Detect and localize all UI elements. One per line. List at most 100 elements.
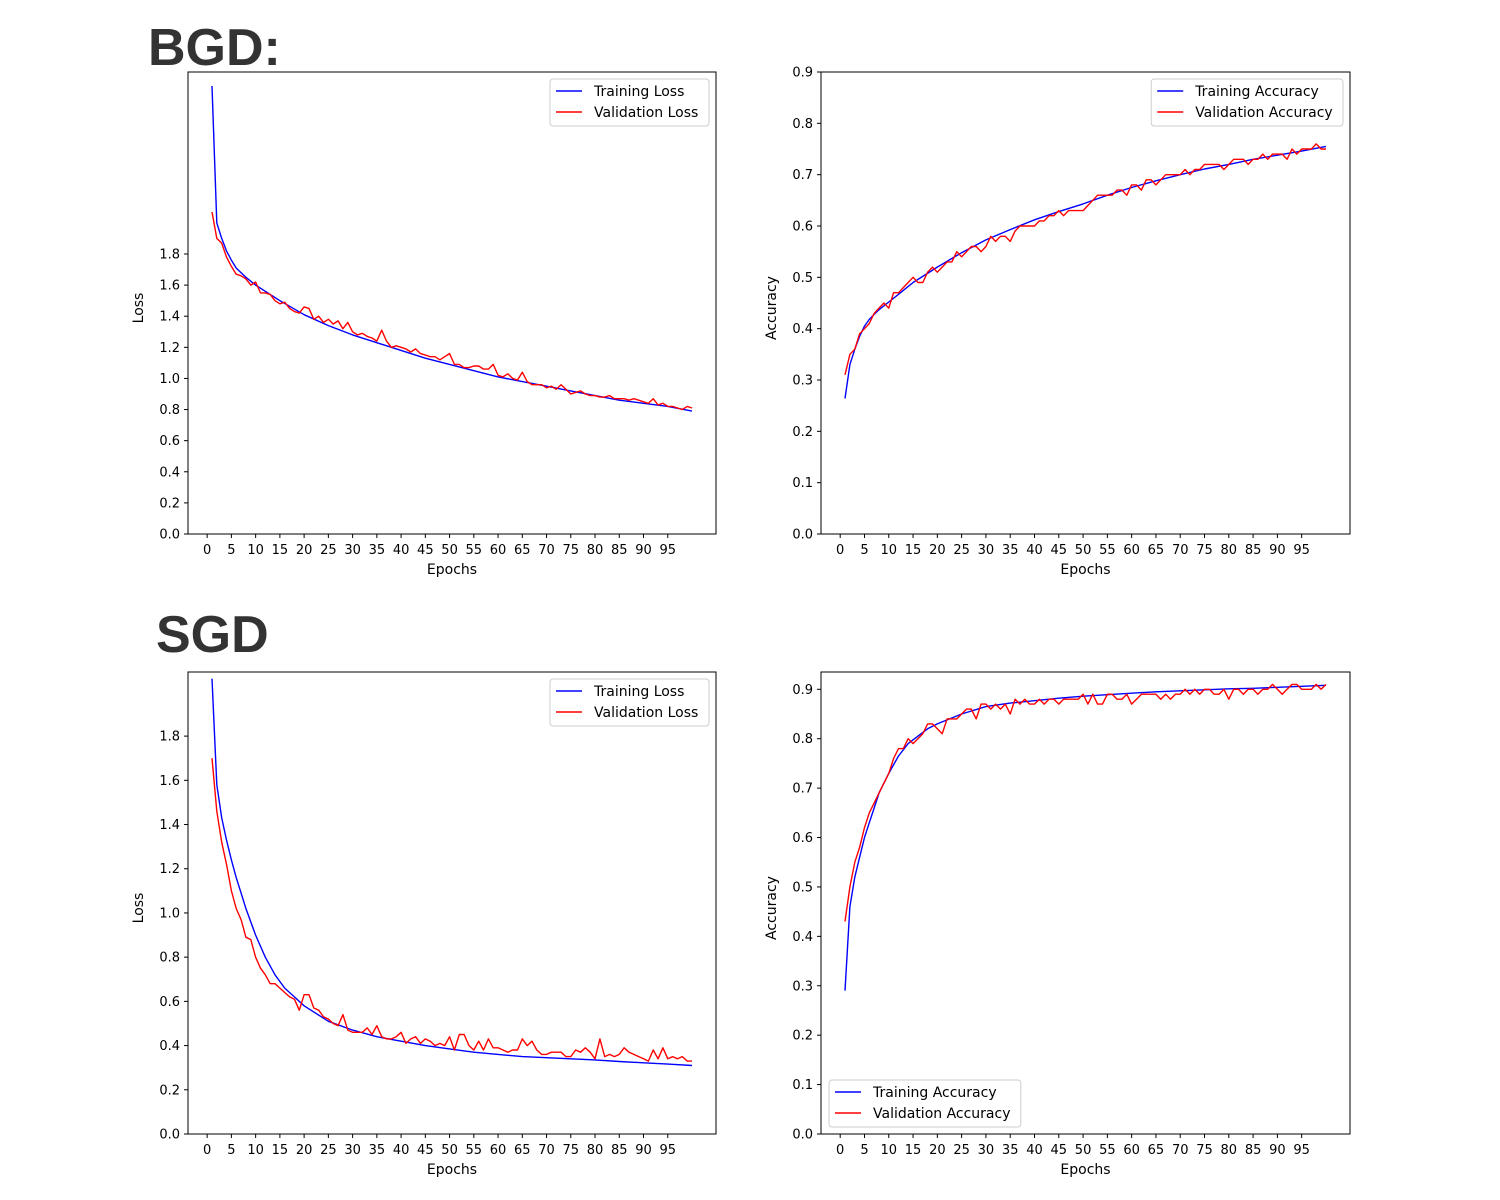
bgd-acc-xtick-label: 90	[1269, 543, 1286, 558]
bgd-acc-ytick-label: 0.3	[792, 374, 813, 389]
bgd-loss-xtick-label: 15	[272, 543, 289, 558]
sgd-loss-legend-label-training: Training Loss	[593, 684, 684, 700]
sgd-acc-series-training	[844, 684, 1327, 991]
sgd-loss-xtick-label: 55	[466, 1143, 483, 1158]
bgd-acc-xtick-label: 15	[905, 543, 922, 558]
bgd-acc-legend-label-training: Training Accuracy	[1194, 84, 1319, 100]
sgd-acc-ytick-label: 0.6	[792, 831, 813, 846]
bgd-acc-ytick-label: 0.4	[792, 322, 813, 337]
bgd-loss-xtick-label: 60	[490, 543, 507, 558]
sgd-acc-xtick-label: 30	[978, 1143, 995, 1158]
bgd-acc-xtick-label: 40	[1026, 543, 1043, 558]
bgd-acc-xtick-label: 0	[836, 543, 844, 558]
bgd-loss-xtick-label: 50	[441, 543, 458, 558]
sgd-loss-xtick-label: 30	[344, 1143, 361, 1158]
bgd-loss-xtick-label: 85	[611, 543, 628, 558]
bgd-loss-xtick-label: 95	[659, 543, 676, 558]
sgd-loss-xlabel: Epochs	[427, 1162, 477, 1178]
bgd-loss-ytick-label: 1.2	[159, 341, 180, 356]
sgd-loss-ytick-label: 0.2	[159, 1083, 180, 1098]
sgd-loss-xtick-label: 45	[417, 1143, 434, 1158]
bgd-acc-xtick-label: 45	[1051, 543, 1068, 558]
bgd-acc-xtick-label: 70	[1172, 543, 1189, 558]
bgd-acc-xtick-label: 10	[880, 543, 897, 558]
bgd-loss-series-validation	[211, 211, 693, 411]
bgd-acc-ytick-label: 0.8	[792, 117, 813, 132]
bgd-acc-xtick-label: 60	[1123, 543, 1140, 558]
bgd-loss-legend-label-training: Training Loss	[593, 84, 684, 100]
bgd-acc-legend-box	[1150, 78, 1344, 127]
bgd-loss-ytick-label: 1.6	[159, 279, 180, 294]
sgd-loss-xtick-label: 10	[247, 1143, 264, 1158]
sgd-acc-series-validation	[844, 683, 1327, 922]
section-title-bgd: BGD:	[148, 19, 281, 77]
sgd-acc-chart: 0 5 10 15 20 25 30 35 40 45 50 55 60 65 70 75 80 85 90 95 0.…	[764, 671, 1351, 1178]
bgd-acc-series-validation	[844, 143, 1326, 376]
sgd-acc-ytick-label: 0.8	[792, 732, 813, 747]
sgd-loss-series-validation	[211, 758, 692, 1062]
bgd-loss-legend-box	[549, 78, 710, 127]
sgd-acc-ytick-label: 0.0	[792, 1128, 813, 1143]
sgd-acc-xtick-label: 60	[1123, 1143, 1140, 1158]
sgd-acc-xtick-label: 70	[1172, 1143, 1189, 1158]
bgd-loss-legend-label-validation: Validation Loss	[594, 105, 698, 121]
bgd-loss-ytick-label: 0.2	[159, 496, 180, 511]
bgd-acc-ytick-label: 0.7	[792, 168, 813, 183]
bgd-loss-xtick-label: 45	[417, 543, 434, 558]
sgd-acc-xtick-label: 45	[1051, 1143, 1068, 1158]
bgd-acc-plot-frame	[820, 71, 1351, 535]
bgd-acc-xtick-label: 50	[1075, 543, 1092, 558]
bgd-acc-xlabel: Epochs	[1060, 562, 1110, 578]
bgd-acc-ytick-label: 0.9	[792, 66, 813, 81]
bgd-loss-xtick-label: 0	[203, 543, 211, 558]
section-title-sgd: SGD	[156, 606, 269, 664]
sgd-acc-xtick-label: 35	[1002, 1143, 1019, 1158]
sgd-acc-ytick-label: 0.3	[792, 979, 813, 994]
sgd-loss-xtick-label: 25	[320, 1143, 337, 1158]
bgd-acc-xtick-label: 80	[1221, 543, 1238, 558]
bgd-loss-xtick-label: 5	[227, 543, 235, 558]
sgd-acc-xtick-label: 0	[836, 1143, 844, 1158]
bgd-acc-ytick-label: 0.2	[792, 425, 813, 440]
sgd-acc-plot-frame	[820, 671, 1351, 1135]
bgd-acc-xtick-label: 30	[978, 543, 995, 558]
sgd-loss-ytick-label: 1.4	[159, 818, 180, 833]
bgd-loss-xtick-label: 25	[320, 543, 337, 558]
bgd-acc-ytick-label: 0.5	[792, 271, 813, 286]
sgd-loss-xtick-label: 35	[369, 1143, 386, 1158]
sgd-loss-legend-box	[549, 678, 710, 727]
bgd-loss-legend: Training Loss Validation Loss	[549, 78, 710, 127]
sgd-loss-chart: 0 5 10 15 20 25 30 35 40 45 50 55 60 65 70 75 80 85 90 95 0.…	[131, 671, 717, 1178]
bgd-loss-ylabel: Loss	[131, 293, 147, 324]
bgd-loss-xlabel: Epochs	[427, 562, 477, 578]
sgd-acc-xtick-label: 80	[1221, 1143, 1238, 1158]
sgd-loss-xtick-label: 5	[227, 1143, 235, 1158]
bgd-loss-xtick-label: 65	[514, 543, 531, 558]
bgd-acc-ytick-label: 0.0	[792, 528, 813, 543]
bgd-acc-xtick-label: 95	[1293, 543, 1310, 558]
sgd-loss-xtick-label: 15	[272, 1143, 289, 1158]
sgd-acc-xtick-label: 55	[1099, 1143, 1116, 1158]
bgd-loss-xtick-label: 75	[563, 543, 580, 558]
bgd-acc-ytick-label: 0.6	[792, 220, 813, 235]
sgd-loss-xtick-label: 50	[441, 1143, 458, 1158]
bgd-acc-xtick-label: 65	[1148, 543, 1165, 558]
sgd-acc-legend-label-training: Training Accuracy	[872, 1085, 997, 1101]
sgd-loss-ytick-label: 1.6	[159, 774, 180, 789]
bgd-acc-ytick-label: 0.1	[792, 476, 813, 491]
bgd-acc-series-training	[844, 145, 1327, 399]
sgd-acc-ytick-label: 0.1	[792, 1078, 813, 1093]
bgd-loss-xtick-label: 80	[587, 543, 604, 558]
bgd-loss-ytick-label: 0.0	[159, 528, 180, 543]
sgd-acc-ytick-label: 0.5	[792, 880, 813, 895]
sgd-acc-xtick-label: 40	[1026, 1143, 1043, 1158]
bgd-loss-ytick-label: 0.6	[159, 434, 180, 449]
sgd-loss-xtick-label: 20	[296, 1143, 313, 1158]
sgd-acc-legend-box	[828, 1079, 1022, 1128]
bgd-acc-legend-label-validation: Validation Accuracy	[1195, 105, 1333, 121]
bgd-acc-xtick-label: 35	[1002, 543, 1019, 558]
sgd-loss-legend-label-validation: Validation Loss	[594, 705, 698, 721]
bgd-loss-xtick-label: 10	[247, 543, 264, 558]
bgd-loss-ytick-label: 0.8	[159, 403, 180, 418]
sgd-loss-plot-frame	[187, 671, 717, 1135]
